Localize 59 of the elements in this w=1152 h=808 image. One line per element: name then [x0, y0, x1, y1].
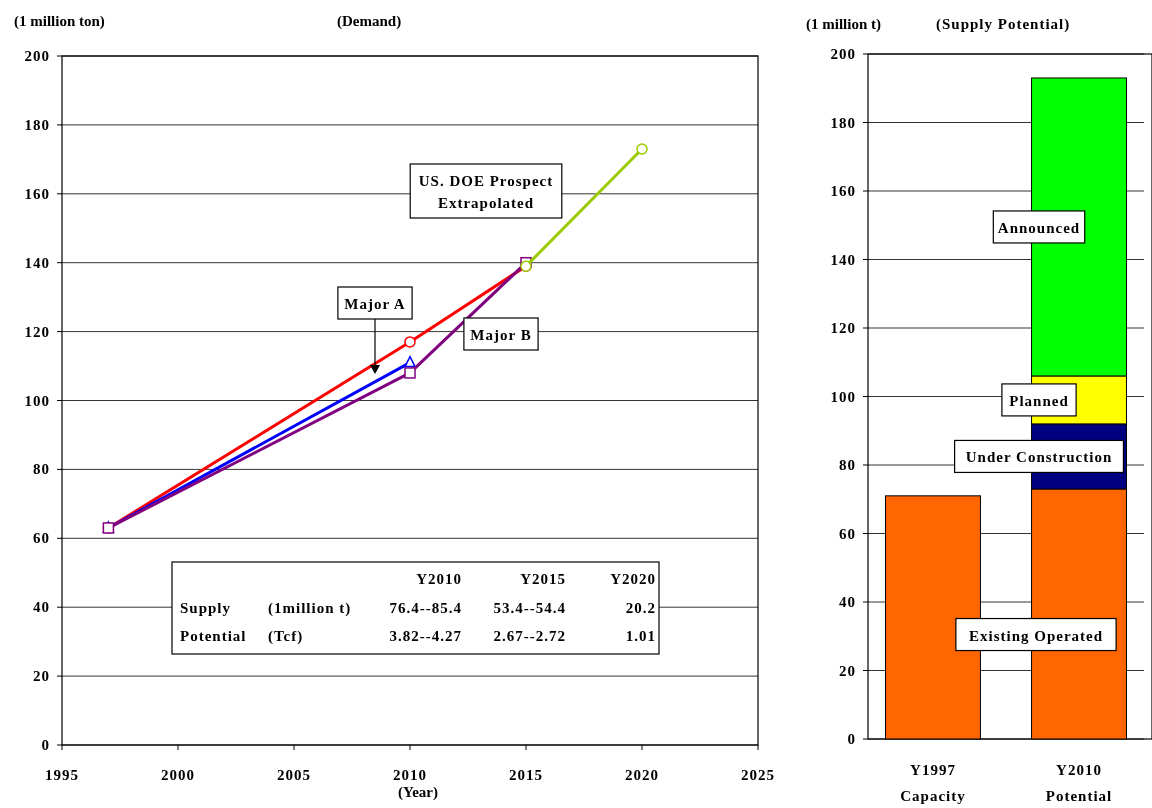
- y-tick-label: 80: [839, 457, 856, 473]
- chart-title: (Demand): [337, 13, 402, 30]
- y-tick-label: 100: [24, 392, 50, 409]
- x-tick-label: 2005: [277, 767, 311, 783]
- x-tick-label: Y1997 Capacity: [900, 762, 966, 804]
- y-axis-title: (1 million ton): [14, 13, 105, 30]
- annotation: 53.4--54.4: [493, 600, 566, 616]
- y-tick-label: 80: [33, 461, 50, 478]
- series-label: Existing Operated: [968, 627, 1104, 644]
- point: [404, 367, 416, 379]
- x-tick-label: 2010: [393, 767, 427, 783]
- x-tick-label: 2025: [741, 767, 775, 783]
- y-tick-label: 40: [839, 594, 856, 610]
- y-tick-label: 160: [830, 183, 856, 199]
- chart-title: (Supply Potential): [936, 16, 1071, 33]
- point: [404, 336, 416, 348]
- y-tick-label: 60: [839, 525, 856, 542]
- series-label: Major B: [470, 327, 532, 343]
- y-tick-label: 0: [41, 737, 50, 753]
- y-axis-title: (1 million t): [806, 16, 881, 33]
- annotation: Y2020: [610, 571, 656, 587]
- y-tick-label: 120: [24, 323, 50, 340]
- x-tick-label: Y2010 Potential: [1045, 762, 1113, 804]
- point: [636, 143, 648, 155]
- annotation: 76.4--85.4: [389, 600, 462, 616]
- series-label: US. DOE Prospect Extrapolated: [418, 173, 554, 211]
- annotation: 2.67--2.72: [493, 628, 566, 644]
- y-tick-label: 100: [830, 388, 856, 405]
- text: Major A: [344, 296, 406, 312]
- y-tick-label: 180: [830, 114, 856, 131]
- annotation: 1.01: [625, 628, 656, 644]
- y-tick-label: 200: [24, 48, 50, 64]
- annotation: 3.82--4.27: [389, 628, 462, 644]
- annotation: Supply: [180, 600, 232, 616]
- y-tick-label: 40: [33, 599, 50, 616]
- annotation: 20.2: [625, 600, 656, 616]
- y-tick-label: 180: [24, 116, 50, 133]
- x-tick-label: 1995: [45, 767, 79, 783]
- y-tick-label: 140: [24, 254, 50, 271]
- series-label: Planned: [1009, 392, 1069, 409]
- annotation: Potential: [180, 628, 247, 644]
- y-tick-label: 200: [830, 46, 856, 62]
- y-tick-label: 120: [830, 320, 856, 336]
- annotation: Y2010: [416, 571, 462, 587]
- annotation: (1million t): [268, 600, 352, 617]
- series-label: Announced: [997, 219, 1081, 236]
- y-tick-label: 20: [839, 662, 856, 679]
- annotation: (Tcf): [268, 628, 304, 645]
- y-tick-label: 160: [24, 185, 50, 202]
- y-tick-label: 20: [33, 668, 50, 685]
- y-tick-label: 60: [33, 530, 50, 547]
- x-tick-label: 2015: [509, 767, 543, 783]
- x-tick-label: 2020: [625, 767, 659, 783]
- series-label: Under Construction: [965, 449, 1113, 466]
- y-tick-label: 0: [847, 731, 856, 747]
- x-tick-label: 2000: [161, 767, 195, 783]
- y-tick-label: 140: [830, 251, 856, 268]
- x-axis-title: (Year): [398, 784, 438, 801]
- annotation: Y2015: [520, 571, 566, 587]
